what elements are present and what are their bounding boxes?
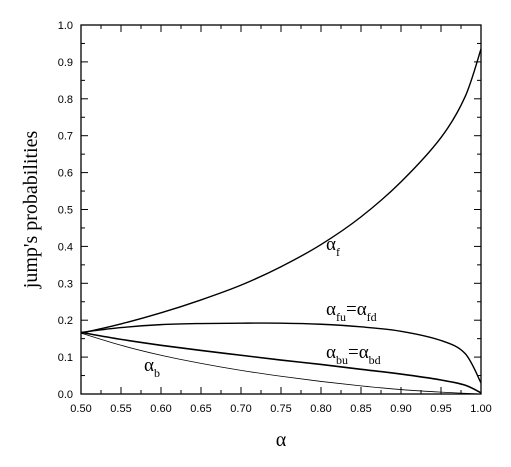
series-line-alpha-bu-bd	[80, 331, 482, 394]
series-label-alpha-f: αf	[326, 234, 340, 259]
series-labels: αf αfu=αfd αbu=αbd αb	[144, 234, 381, 380]
y-tick-label: 0.8	[58, 94, 73, 106]
y-tick-label: 0.1	[58, 352, 73, 364]
x-tick-label: 1.00	[470, 403, 491, 415]
y-axis-title: jump's probabilities	[20, 131, 42, 290]
y-tick-label: 0.7	[58, 131, 73, 143]
x-tick-label: 0.75	[270, 403, 291, 415]
y-tick-label: 0.2	[58, 315, 73, 327]
series-line-alpha-b	[80, 332, 482, 395]
y-tick-label: 0.4	[58, 241, 73, 253]
series-lines	[80, 48, 482, 395]
y-tick-label: 0.3	[58, 278, 73, 290]
y-tick-label: 0.0	[58, 389, 73, 401]
axis-ticks	[80, 24, 482, 395]
series-line-alpha-f	[80, 48, 482, 334]
tick-labels: 0.50 0.55 0.60 0.65 0.70 0.75 0.80 0.85 0.90 0.95…	[58, 20, 492, 415]
x-axis-title: α	[276, 429, 287, 451]
x-tick-label: 0.55	[110, 403, 131, 415]
series-label-alpha-bu-bd: αbu=αbd	[326, 342, 381, 367]
series-line-alpha-fu-fd	[80, 322, 482, 384]
x-tick-label: 0.50	[70, 403, 91, 415]
y-tick-label: 1.0	[58, 20, 73, 32]
x-tick-label: 0.90	[390, 403, 411, 415]
x-tick-label: 0.65	[190, 403, 211, 415]
plot-frame	[80, 24, 482, 395]
series-label-alpha-b: αb	[144, 355, 160, 380]
x-tick-label: 0.70	[230, 403, 251, 415]
y-tick-label: 0.6	[58, 168, 73, 180]
x-tick-label: 0.95	[430, 403, 451, 415]
series-label-alpha-fu-fd: αfu=αfd	[326, 299, 377, 324]
y-tick-label: 0.9	[58, 57, 73, 69]
x-tick-label: 0.60	[150, 403, 171, 415]
y-tick-label: 0.5	[58, 205, 73, 217]
x-tick-label: 0.80	[310, 403, 331, 415]
x-tick-label: 0.85	[350, 403, 371, 415]
